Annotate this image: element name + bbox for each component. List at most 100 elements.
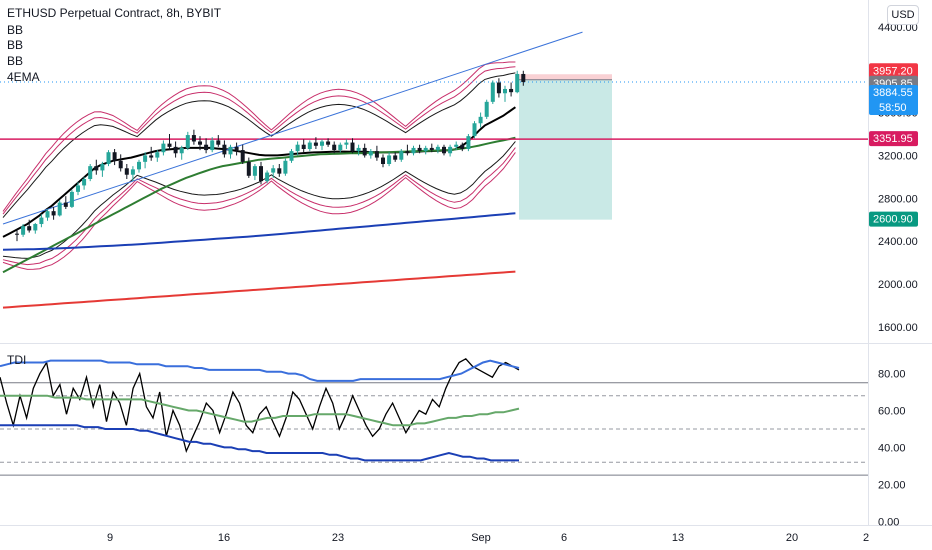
- candle-body: [168, 144, 172, 147]
- candle-body: [58, 203, 62, 216]
- stop-loss-zone: [519, 74, 612, 80]
- candle-body: [229, 147, 233, 155]
- candle-body: [204, 145, 208, 150]
- candle-body: [235, 147, 239, 150]
- candle-body: [363, 148, 367, 156]
- candle-body: [399, 151, 403, 160]
- candle-body: [253, 166, 257, 176]
- time-tick-label: 23: [332, 532, 344, 544]
- candle-body: [137, 162, 141, 170]
- candle-body: [491, 83, 495, 102]
- candle-body: [466, 136, 470, 149]
- candle-body: [509, 89, 513, 92]
- candle-body: [192, 135, 196, 141]
- candle-body: [296, 145, 300, 151]
- candle-body: [338, 145, 342, 150]
- tdi-pane-label: TDI: [7, 353, 26, 367]
- time-tick-label: Sep: [471, 532, 491, 544]
- candle-body: [259, 166, 263, 181]
- currency-button[interactable]: USD: [887, 5, 919, 25]
- candle-body: [308, 143, 312, 149]
- candle-body: [107, 152, 111, 164]
- candle-body: [27, 226, 31, 230]
- candle-body: [521, 74, 525, 82]
- candle-body: [64, 203, 68, 207]
- chart-canvas[interactable]: 1600.002000.002400.002800.003200.003600.…: [0, 0, 932, 550]
- candle-body: [155, 152, 159, 157]
- tdi-tick-label: 80.00: [878, 369, 906, 381]
- tdi-tick-label: 40.00: [878, 442, 906, 454]
- candle-body: [460, 145, 464, 149]
- candle-body: [436, 147, 440, 150]
- candle-body: [82, 179, 86, 185]
- candle-body: [39, 218, 43, 224]
- candle-body: [283, 161, 287, 174]
- price-tag-label: 2600.90: [873, 214, 913, 226]
- candle-body: [503, 89, 507, 93]
- time-tick-label: 2: [863, 532, 869, 544]
- price-tick-label: 3200.00: [878, 150, 918, 162]
- time-tick-label: 9: [107, 532, 113, 544]
- candle-body: [52, 211, 56, 215]
- time-tick-label: 16: [218, 532, 230, 544]
- candle-body: [351, 143, 355, 152]
- candle-body: [473, 123, 477, 136]
- take-profit-zone: [519, 80, 612, 220]
- candle-body: [375, 151, 379, 157]
- candle-body: [405, 151, 409, 153]
- candle-body: [100, 164, 104, 170]
- candle-body: [326, 141, 330, 144]
- indicator-legend-ema[interactable]: 4EMA: [7, 70, 40, 85]
- candle-body: [186, 135, 190, 148]
- price-tag-label: 3351.95: [873, 133, 913, 145]
- candle-body: [412, 148, 416, 153]
- candle-body: [320, 141, 324, 145]
- price-tag-label: 3884.55: [873, 87, 913, 99]
- candle-body: [113, 152, 117, 161]
- tdi-tick-label: 0.00: [878, 516, 899, 528]
- candle-body: [94, 166, 98, 170]
- candle-body: [198, 141, 202, 144]
- candle-body: [381, 158, 385, 164]
- candle-body: [448, 147, 452, 153]
- candle-body: [241, 150, 245, 162]
- candle-body: [393, 155, 397, 159]
- symbol-title: ETHUSD Perpetual Contract, 8h, BYBIT: [7, 6, 221, 21]
- candle-body: [88, 166, 92, 179]
- indicator-legend-bb-2[interactable]: BB: [7, 38, 23, 53]
- candle-body: [247, 162, 251, 176]
- candle-body: [387, 155, 391, 164]
- price-tick-label: 2800.00: [878, 193, 918, 205]
- candle-body: [277, 168, 281, 173]
- price-tick-label: 1600.00: [878, 322, 918, 334]
- tdi-tick-label: 60.00: [878, 405, 906, 417]
- candle-body: [302, 145, 306, 149]
- candle-body: [430, 148, 434, 150]
- candle-body: [271, 168, 275, 172]
- indicator-legend-bb-1[interactable]: BB: [7, 23, 23, 38]
- candle-body: [143, 155, 147, 161]
- price-tag-label: 3957.20: [873, 65, 913, 77]
- price-tick-label: 2000.00: [878, 279, 918, 291]
- candle-body: [265, 173, 269, 182]
- candle-body: [515, 74, 519, 92]
- candle-body: [369, 151, 373, 155]
- candle-body: [180, 148, 184, 153]
- time-tick-label: 13: [672, 532, 684, 544]
- candle-body: [161, 144, 165, 153]
- candle-body: [149, 155, 153, 157]
- indicator-legend-bb-3[interactable]: BB: [7, 54, 23, 69]
- candle-body: [33, 224, 37, 230]
- candle-body: [497, 83, 501, 94]
- time-tick-label: 20: [786, 532, 798, 544]
- candle-body: [174, 147, 178, 153]
- candle-body: [216, 140, 220, 144]
- candle-body: [357, 148, 361, 151]
- short-position-tool[interactable]: [519, 74, 612, 219]
- candle-body: [418, 148, 422, 151]
- candle-body: [424, 148, 428, 151]
- candle-body: [15, 234, 19, 235]
- candle-body: [21, 226, 25, 235]
- time-tick-label: 6: [561, 532, 567, 544]
- candle-body: [442, 147, 446, 153]
